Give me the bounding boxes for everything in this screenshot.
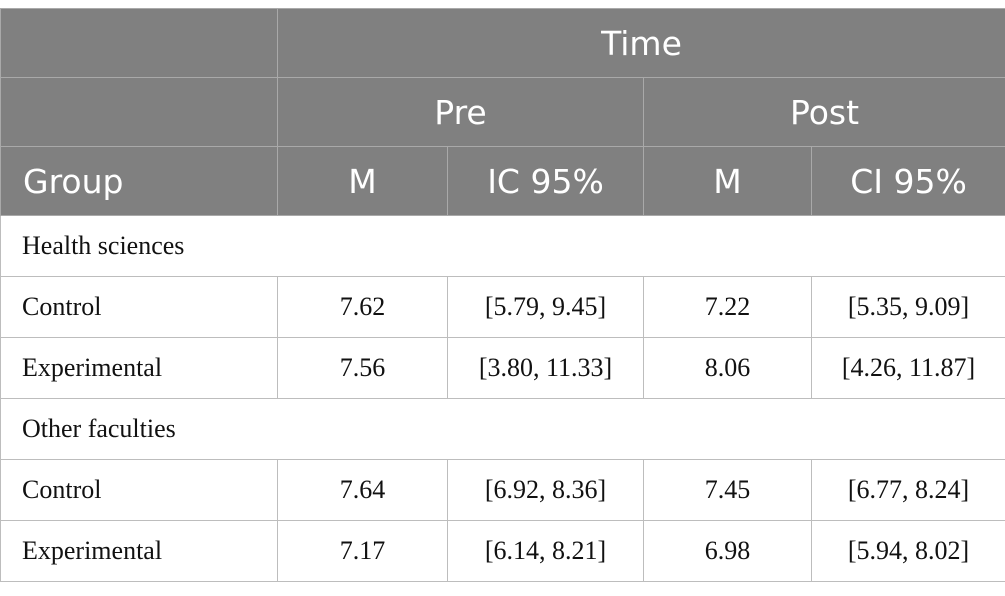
header-empty-cell — [0, 77, 278, 147]
section-row: Health sciences — [0, 215, 1005, 277]
header-post-ci: CI 95% — [810, 146, 1005, 216]
table-row: Experimental 7.56 [3.80, 11.33] 8.06 [4.… — [0, 337, 1005, 399]
pre-m-cell: 7.56 — [277, 337, 448, 399]
post-ci-cell: [5.94, 8.02] — [810, 520, 1005, 582]
pre-m-cell: 7.64 — [277, 459, 448, 521]
post-ci-cell: [5.35, 9.09] — [810, 276, 1005, 338]
post-m-cell: 6.98 — [643, 520, 812, 582]
header-group: Group — [0, 146, 278, 216]
post-m-cell: 7.22 — [643, 276, 812, 338]
table-row: Experimental 7.17 [6.14, 8.21] 6.98 [5.9… — [0, 520, 1005, 582]
post-ci-cell: [6.77, 8.24] — [810, 459, 1005, 521]
header-pre-m: M — [277, 146, 448, 216]
post-m-cell: 7.45 — [643, 459, 812, 521]
table-header: Time Pre Post Group M IC 95% M CI 95% — [0, 8, 1005, 216]
pre-m-cell: 7.17 — [277, 520, 448, 582]
header-row-columns: Group M IC 95% M CI 95% — [0, 146, 1005, 216]
pre-ci-cell: [5.79, 9.45] — [447, 276, 644, 338]
pre-ci-cell: [3.80, 11.33] — [447, 337, 644, 399]
header-pre: Pre — [277, 77, 644, 147]
pre-m-cell: 7.62 — [277, 276, 448, 338]
section-row: Other faculties — [0, 398, 1005, 460]
section-title: Health sciences — [0, 215, 1005, 277]
post-m-cell: 8.06 — [643, 337, 812, 399]
header-row-time: Time — [0, 8, 1005, 78]
pre-ci-cell: [6.92, 8.36] — [447, 459, 644, 521]
group-cell: Control — [0, 276, 278, 338]
group-cell: Experimental — [0, 337, 278, 399]
header-empty-cell — [0, 8, 278, 78]
header-post: Post — [642, 77, 1005, 147]
table-row: Control 7.62 [5.79, 9.45] 7.22 [5.35, 9.… — [0, 276, 1005, 338]
table-body: Health sciences Control 7.62 [5.79, 9.45… — [0, 215, 1005, 582]
header-post-m: M — [643, 146, 812, 216]
header-time: Time — [276, 8, 1005, 78]
header-row-period: Pre Post — [0, 77, 1005, 147]
group-cell: Experimental — [0, 520, 278, 582]
section-title: Other faculties — [0, 398, 1005, 460]
results-table: Time Pre Post Group M IC 95% M CI 95% He… — [0, 8, 1005, 582]
table-row: Control 7.64 [6.92, 8.36] 7.45 [6.77, 8.… — [0, 459, 1005, 521]
pre-ci-cell: [6.14, 8.21] — [447, 520, 644, 582]
header-pre-ci: IC 95% — [447, 146, 644, 216]
post-ci-cell: [4.26, 11.87] — [810, 337, 1005, 399]
group-cell: Control — [0, 459, 278, 521]
